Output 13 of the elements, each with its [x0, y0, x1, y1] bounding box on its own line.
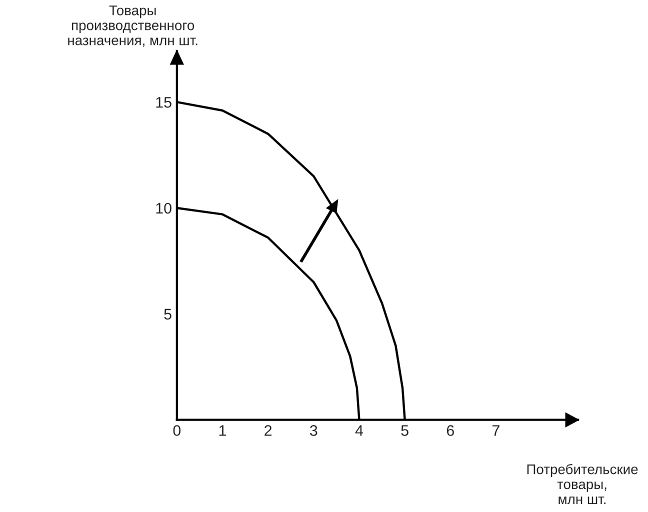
x-tick-label: 6	[446, 425, 454, 436]
x-axis-title: Потребительские товары, млн шт.	[527, 464, 638, 504]
y-tick-label: 10	[156, 202, 172, 214]
y-axis-title: Товары производственного назначения, млн шт.	[68, 6, 198, 47]
x-tick-label: 2	[264, 425, 272, 436]
y-tick-label: 15	[156, 97, 172, 108]
x-tick-label: 5	[401, 425, 408, 436]
y-tick-label: 5	[164, 308, 172, 320]
x-tick-label: 1	[219, 425, 226, 436]
x-tick-label: 4	[355, 425, 364, 436]
x-tick-label: 7	[492, 425, 500, 436]
x-tick-label: 0	[173, 425, 181, 436]
x-tick-label: 3	[310, 425, 318, 436]
